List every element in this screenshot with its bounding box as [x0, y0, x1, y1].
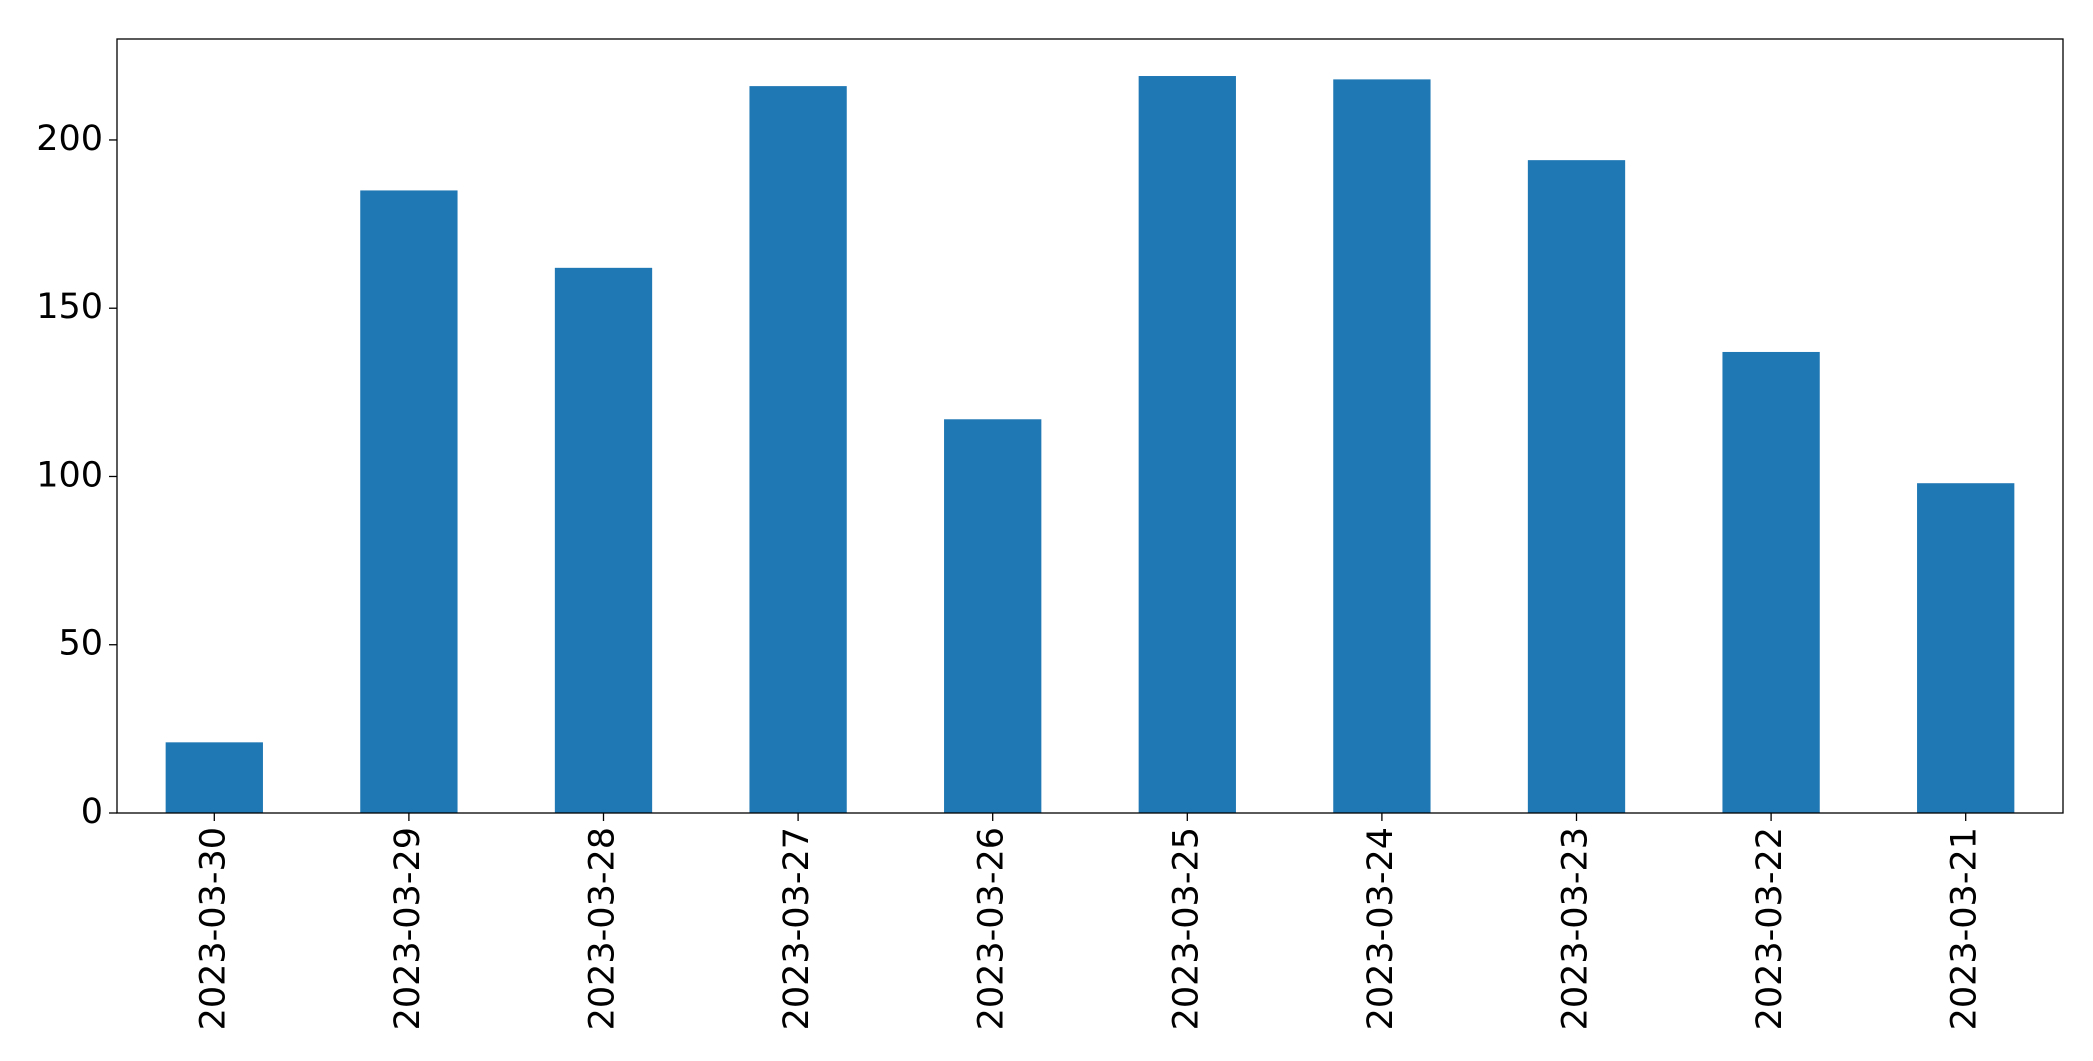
bar: [165, 742, 263, 813]
x-tick-label: 2023-03-27: [777, 827, 817, 1030]
y-tick-label: 50: [58, 624, 103, 664]
x-tick-label: 2023-03-29: [388, 827, 428, 1030]
x-tick-label: 2023-03-24: [1361, 827, 1401, 1030]
y-tick-label: 200: [36, 119, 103, 159]
x-tick-label: 2023-03-26: [972, 827, 1012, 1030]
x-tick-label: 2023-03-22: [1750, 827, 1790, 1030]
x-tick-label: 2023-03-30: [193, 827, 233, 1030]
x-tick-label: 2023-03-25: [1166, 827, 1206, 1030]
bar: [749, 86, 847, 814]
x-tick-label: 2023-03-23: [1556, 827, 1596, 1030]
bar: [1917, 483, 2015, 813]
y-tick-label: 150: [36, 287, 103, 327]
x-tick-label: 2023-03-21: [1945, 827, 1985, 1030]
bar: [360, 190, 458, 813]
bar: [944, 419, 1042, 813]
plot-frame: [116, 38, 2064, 814]
bar: [1722, 351, 1820, 813]
bar: [1138, 76, 1236, 813]
y-tick-label: 0: [81, 792, 103, 832]
bar: [554, 267, 653, 813]
y-tick-label: 100: [36, 455, 103, 495]
bar: [1333, 79, 1431, 813]
x-tick-label: 2023-03-28: [583, 827, 623, 1030]
bar: [1527, 160, 1626, 813]
